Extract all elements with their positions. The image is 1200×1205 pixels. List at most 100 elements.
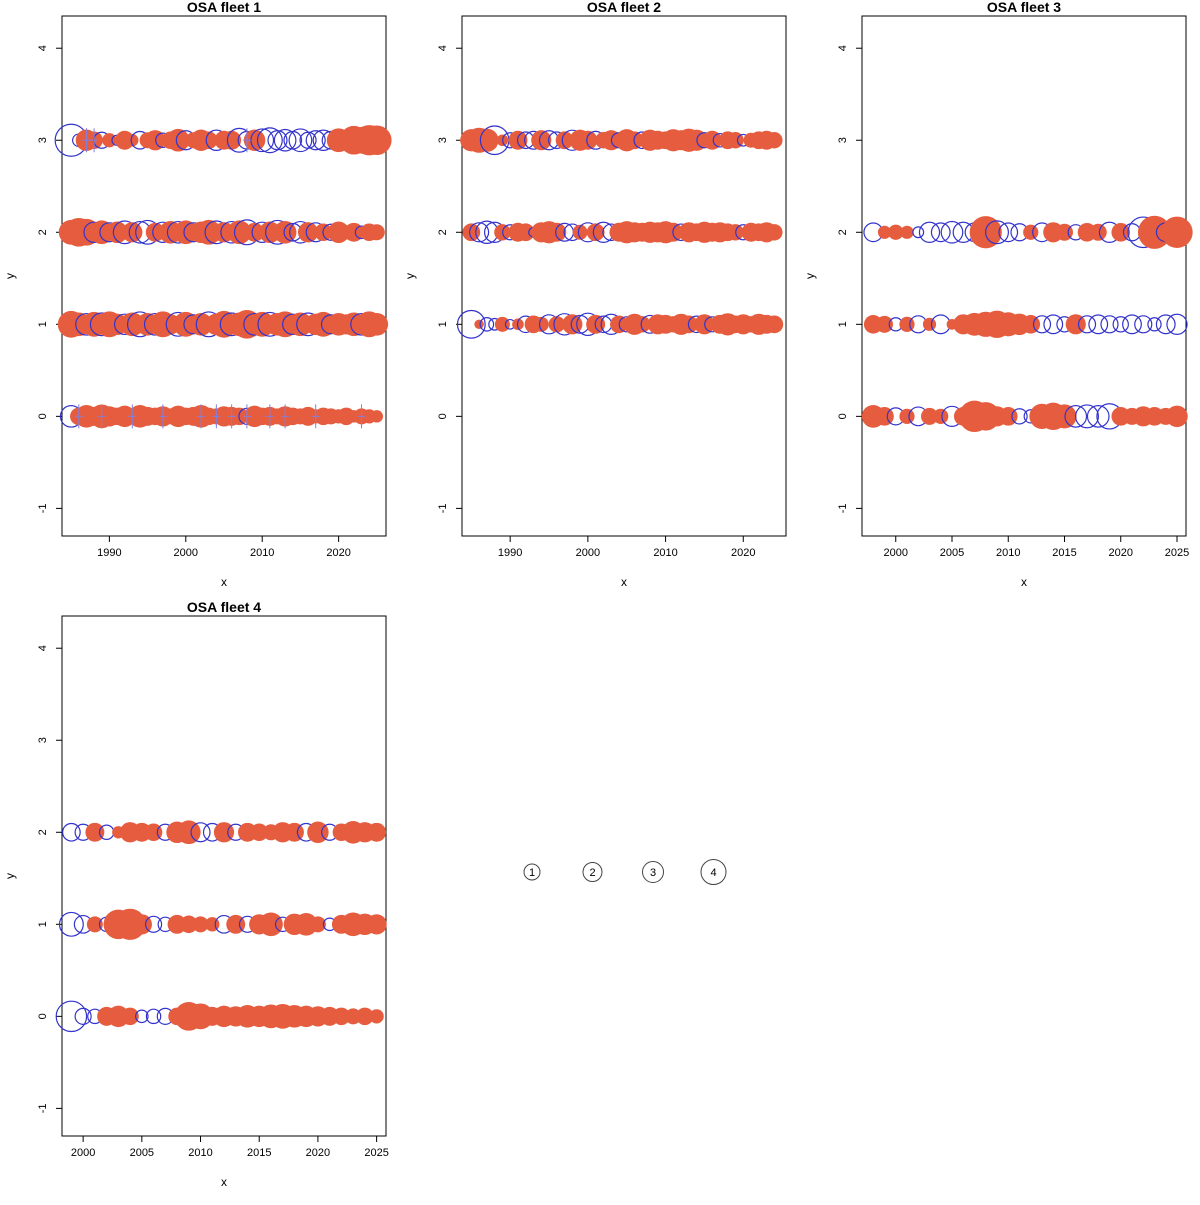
data-point-negative xyxy=(1155,314,1176,335)
y-tick-label: 0 xyxy=(37,1013,49,1019)
data-point-negative xyxy=(305,130,326,151)
data-point-positive xyxy=(933,408,949,424)
data-point-positive xyxy=(899,408,915,424)
x-tick-label: 2020 xyxy=(731,547,755,559)
data-point-negative xyxy=(1074,404,1100,429)
y-tick-label: 3 xyxy=(37,137,49,143)
y-tick-label: 4 xyxy=(437,45,449,51)
data-point-positive xyxy=(245,222,265,242)
plot-box xyxy=(461,15,787,537)
x-tick-label: 1990 xyxy=(498,547,522,559)
data-point-negative xyxy=(1134,315,1153,334)
data-point-positive xyxy=(1089,223,1107,241)
data-point-negative xyxy=(1122,314,1142,335)
data-point-negative xyxy=(1147,317,1162,332)
x-tick-label: 2015 xyxy=(247,1147,271,1159)
plot-box xyxy=(61,615,387,1137)
data-point-positive xyxy=(145,222,165,242)
data-point-negative xyxy=(273,128,297,152)
osa-fleet-2-plot: OSA fleet 2 1990 2000 2010 2020 -1 0 1 2 3 4 x y xyxy=(403,0,787,589)
data-point-positive xyxy=(702,130,722,150)
data-point-positive xyxy=(888,224,904,240)
data-point-negative xyxy=(479,317,495,332)
y-tick-label: -1 xyxy=(37,1103,49,1113)
data-point-negative xyxy=(1077,315,1097,334)
data-point-positive xyxy=(199,131,218,150)
data-point-positive xyxy=(297,222,319,243)
data-point-positive xyxy=(259,912,283,937)
y-tick-label: 3 xyxy=(437,137,449,143)
osa-fleet-1-plot: OSA fleet 1 1990 2000 2010 2020 -1 0 1 2 3 4 x y xyxy=(3,0,392,589)
y-tick-label: 4 xyxy=(837,45,849,51)
x-tick-label: 2020 xyxy=(306,1147,330,1159)
data-point-positive xyxy=(227,220,252,245)
data-point-negative xyxy=(58,911,84,937)
panel-cell-fleet-2: OSA fleet 2 1990 2000 2010 2020 -1 0 1 2 3 4 x y xyxy=(400,0,800,600)
x-tick-label: 2025 xyxy=(364,1147,388,1159)
data-point-positive xyxy=(176,820,201,845)
y-tick-label: -1 xyxy=(37,503,49,513)
panel-cell-fleet-3: OSA fleet 3 2000 2005 2010 2015 2020 2025 -1 0 1 2… xyxy=(800,0,1200,600)
data-point-negative xyxy=(1032,315,1052,334)
y-tick-label: -1 xyxy=(437,503,449,513)
data-point-positive xyxy=(196,219,222,245)
y-tick-label: 4 xyxy=(37,45,49,51)
data-point-positive xyxy=(766,132,783,149)
data-point-negative xyxy=(144,915,163,933)
data-point-positive xyxy=(516,223,535,242)
data-point-negative xyxy=(190,822,211,843)
x-tick-label: 2010 xyxy=(188,1147,212,1159)
data-point-negative xyxy=(984,220,1010,245)
data-point-positive xyxy=(173,220,198,245)
data-point-negative xyxy=(912,226,925,239)
data-point-positive xyxy=(192,916,209,933)
data-point-positive xyxy=(900,225,914,239)
data-point-positive xyxy=(166,128,190,152)
data-point-positive xyxy=(369,1009,384,1024)
panel-title: OSA fleet 2 xyxy=(587,0,661,15)
data-point-positive xyxy=(294,913,318,936)
data-point-positive xyxy=(578,130,598,150)
data-point-negative xyxy=(256,127,283,154)
data-point-positive xyxy=(362,125,392,155)
data-point-positive xyxy=(332,1007,351,1026)
y-tick-label: 1 xyxy=(837,321,849,327)
x-tick-label: 2015 xyxy=(1052,547,1076,559)
x-tick-label: 1990 xyxy=(97,547,121,559)
data-point-positive xyxy=(367,822,387,842)
y-tick-label: 3 xyxy=(37,737,49,743)
osa-fleet-3-plot: OSA fleet 3 2000 2005 2010 2015 2020 2025 -1 0 1 2… xyxy=(803,0,1193,589)
x-tick-label: 2000 xyxy=(576,547,600,559)
data-point-positive xyxy=(572,224,588,240)
data-point-positive xyxy=(344,222,364,242)
x-axis-label: x xyxy=(221,575,227,589)
data-point-negative xyxy=(135,1009,149,1024)
y-tick-label: 0 xyxy=(837,413,849,419)
data-point-positive xyxy=(89,220,114,245)
legend-circle xyxy=(700,859,727,885)
legend-cell: 1 2 3 4 xyxy=(400,600,800,1200)
data-point-positive xyxy=(474,319,484,330)
data-point-negative xyxy=(918,221,941,243)
data-point-positive xyxy=(548,316,566,333)
y-tick-label: 2 xyxy=(437,229,449,235)
y-tick-label: 1 xyxy=(437,321,449,327)
data-point-negative xyxy=(940,220,964,244)
data-point-positive xyxy=(180,915,198,934)
x-tick-label: 2005 xyxy=(130,1147,154,1159)
y-tick-label: 2 xyxy=(37,229,49,235)
data-point-negative xyxy=(469,222,490,243)
data-point-negative xyxy=(1086,405,1110,428)
data-point-positive xyxy=(121,1007,139,1026)
data-point-positive xyxy=(1023,224,1039,240)
data-point-positive xyxy=(533,316,549,332)
data-point-negative xyxy=(1166,313,1188,335)
data-point-positive xyxy=(462,223,481,242)
data-point-positive xyxy=(531,130,552,151)
data-point-positive xyxy=(189,313,213,336)
data-point-negative xyxy=(299,131,317,149)
data-point-positive xyxy=(494,316,510,332)
data-point-positive xyxy=(1161,216,1193,248)
y-tick-label: -1 xyxy=(837,503,849,513)
